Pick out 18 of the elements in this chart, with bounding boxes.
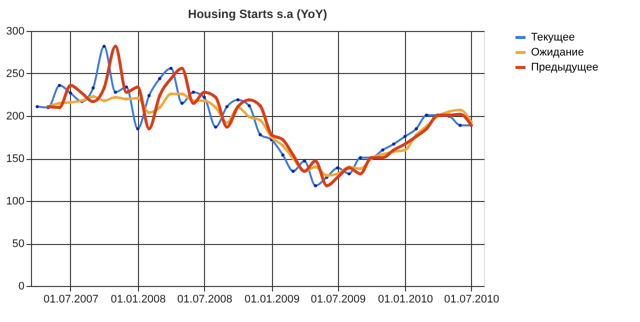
x-tick-label: 01.07.2007 — [43, 294, 99, 306]
x-tick-label: 01.01.2010 — [378, 294, 434, 306]
y-tick-label: 250 — [6, 68, 24, 80]
chart-title: Housing Starts s.a (YoY) — [188, 7, 328, 21]
x-tick-label: 01.01.2009 — [244, 294, 300, 306]
y-tick-label: 50 — [12, 238, 24, 250]
y-tick-label: 0 — [18, 280, 24, 292]
y-tick-label: 200 — [6, 110, 24, 122]
legend-label: Текущее — [531, 32, 575, 44]
x-tick-label: 01.07.2010 — [444, 294, 500, 306]
legend-label: Предыдущее — [531, 62, 598, 74]
x-tick-label: 01.01.2008 — [110, 294, 166, 306]
x-tick-label: 01.07.2009 — [310, 294, 366, 306]
legend-label: Ожидание — [531, 46, 584, 58]
x-tick-label: 01.07.2008 — [177, 294, 232, 306]
y-tick-label: 150 — [6, 153, 24, 165]
y-tick-label: 100 — [6, 196, 24, 208]
y-tick-label: 300 — [6, 26, 24, 38]
